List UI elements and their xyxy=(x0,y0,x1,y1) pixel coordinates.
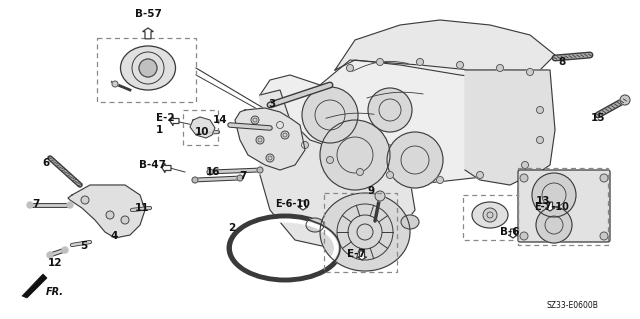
Polygon shape xyxy=(260,90,415,250)
Circle shape xyxy=(326,157,333,164)
Circle shape xyxy=(301,142,308,149)
Circle shape xyxy=(121,216,129,224)
Circle shape xyxy=(266,154,274,162)
Text: E-6-10: E-6-10 xyxy=(276,199,310,209)
Ellipse shape xyxy=(320,193,410,271)
Polygon shape xyxy=(162,164,171,173)
Text: E-2: E-2 xyxy=(156,113,174,123)
Circle shape xyxy=(276,122,284,129)
Circle shape xyxy=(536,107,543,114)
Text: 15: 15 xyxy=(591,113,605,123)
Text: 7: 7 xyxy=(239,171,246,181)
Bar xyxy=(463,195,518,240)
Polygon shape xyxy=(143,28,154,39)
Bar xyxy=(183,110,218,145)
Bar xyxy=(324,193,397,272)
Text: E-7-10: E-7-10 xyxy=(534,202,570,212)
Circle shape xyxy=(376,58,383,65)
Circle shape xyxy=(520,232,528,240)
Text: 11: 11 xyxy=(135,203,149,213)
Circle shape xyxy=(600,174,608,182)
Circle shape xyxy=(368,88,412,132)
Circle shape xyxy=(320,120,390,190)
Circle shape xyxy=(62,247,68,253)
Circle shape xyxy=(67,202,73,208)
Circle shape xyxy=(281,131,289,139)
Text: 14: 14 xyxy=(212,115,227,125)
Ellipse shape xyxy=(120,46,175,90)
Polygon shape xyxy=(260,60,550,185)
Bar xyxy=(518,168,608,245)
Text: B-47: B-47 xyxy=(140,160,166,170)
Circle shape xyxy=(536,137,543,144)
Text: 10: 10 xyxy=(195,127,209,137)
Polygon shape xyxy=(170,116,179,125)
Polygon shape xyxy=(190,117,215,138)
Circle shape xyxy=(375,191,385,201)
Polygon shape xyxy=(465,70,555,185)
Circle shape xyxy=(139,59,157,77)
Circle shape xyxy=(47,252,53,258)
Text: 3: 3 xyxy=(268,99,276,109)
Polygon shape xyxy=(68,185,145,238)
Text: 9: 9 xyxy=(367,186,374,196)
Circle shape xyxy=(346,64,353,71)
Text: 16: 16 xyxy=(205,167,220,177)
Circle shape xyxy=(436,176,444,183)
Polygon shape xyxy=(509,229,518,238)
Text: 7: 7 xyxy=(32,199,40,209)
Circle shape xyxy=(522,161,529,168)
Ellipse shape xyxy=(306,218,324,232)
Circle shape xyxy=(532,173,576,217)
Circle shape xyxy=(106,211,114,219)
Polygon shape xyxy=(358,251,367,260)
Text: 6: 6 xyxy=(42,158,50,168)
Circle shape xyxy=(387,172,394,179)
Circle shape xyxy=(477,172,483,179)
Circle shape xyxy=(257,167,263,173)
Polygon shape xyxy=(545,202,554,211)
Polygon shape xyxy=(22,274,47,298)
Circle shape xyxy=(356,168,364,175)
Circle shape xyxy=(302,87,358,143)
Circle shape xyxy=(237,175,243,181)
Polygon shape xyxy=(335,20,555,80)
Circle shape xyxy=(387,132,443,188)
Circle shape xyxy=(520,174,528,182)
Text: 13: 13 xyxy=(536,196,550,206)
Circle shape xyxy=(620,95,630,105)
Text: SZ33-E0600B: SZ33-E0600B xyxy=(546,300,598,309)
Bar xyxy=(97,38,196,102)
Circle shape xyxy=(497,64,504,71)
Circle shape xyxy=(483,208,497,222)
Circle shape xyxy=(536,207,572,243)
Polygon shape xyxy=(235,108,305,170)
Circle shape xyxy=(112,81,118,87)
Circle shape xyxy=(192,177,198,183)
Polygon shape xyxy=(298,201,307,210)
Circle shape xyxy=(256,136,264,144)
Text: 12: 12 xyxy=(48,258,62,268)
Circle shape xyxy=(81,196,89,204)
Text: 8: 8 xyxy=(558,57,566,67)
Circle shape xyxy=(417,58,424,65)
Ellipse shape xyxy=(401,215,419,229)
Text: B-6: B-6 xyxy=(500,227,520,237)
Text: 5: 5 xyxy=(81,241,88,251)
Text: FR.: FR. xyxy=(46,287,64,297)
Text: 2: 2 xyxy=(228,223,236,233)
Text: 4: 4 xyxy=(110,231,118,241)
Circle shape xyxy=(456,62,463,69)
Circle shape xyxy=(27,202,33,208)
Ellipse shape xyxy=(472,202,508,228)
Text: 1: 1 xyxy=(156,125,163,135)
Circle shape xyxy=(527,69,534,76)
Circle shape xyxy=(251,116,259,124)
FancyBboxPatch shape xyxy=(518,170,610,242)
Text: E-7: E-7 xyxy=(347,249,365,259)
Circle shape xyxy=(207,169,213,175)
Circle shape xyxy=(600,232,608,240)
Text: B-57: B-57 xyxy=(134,9,161,19)
